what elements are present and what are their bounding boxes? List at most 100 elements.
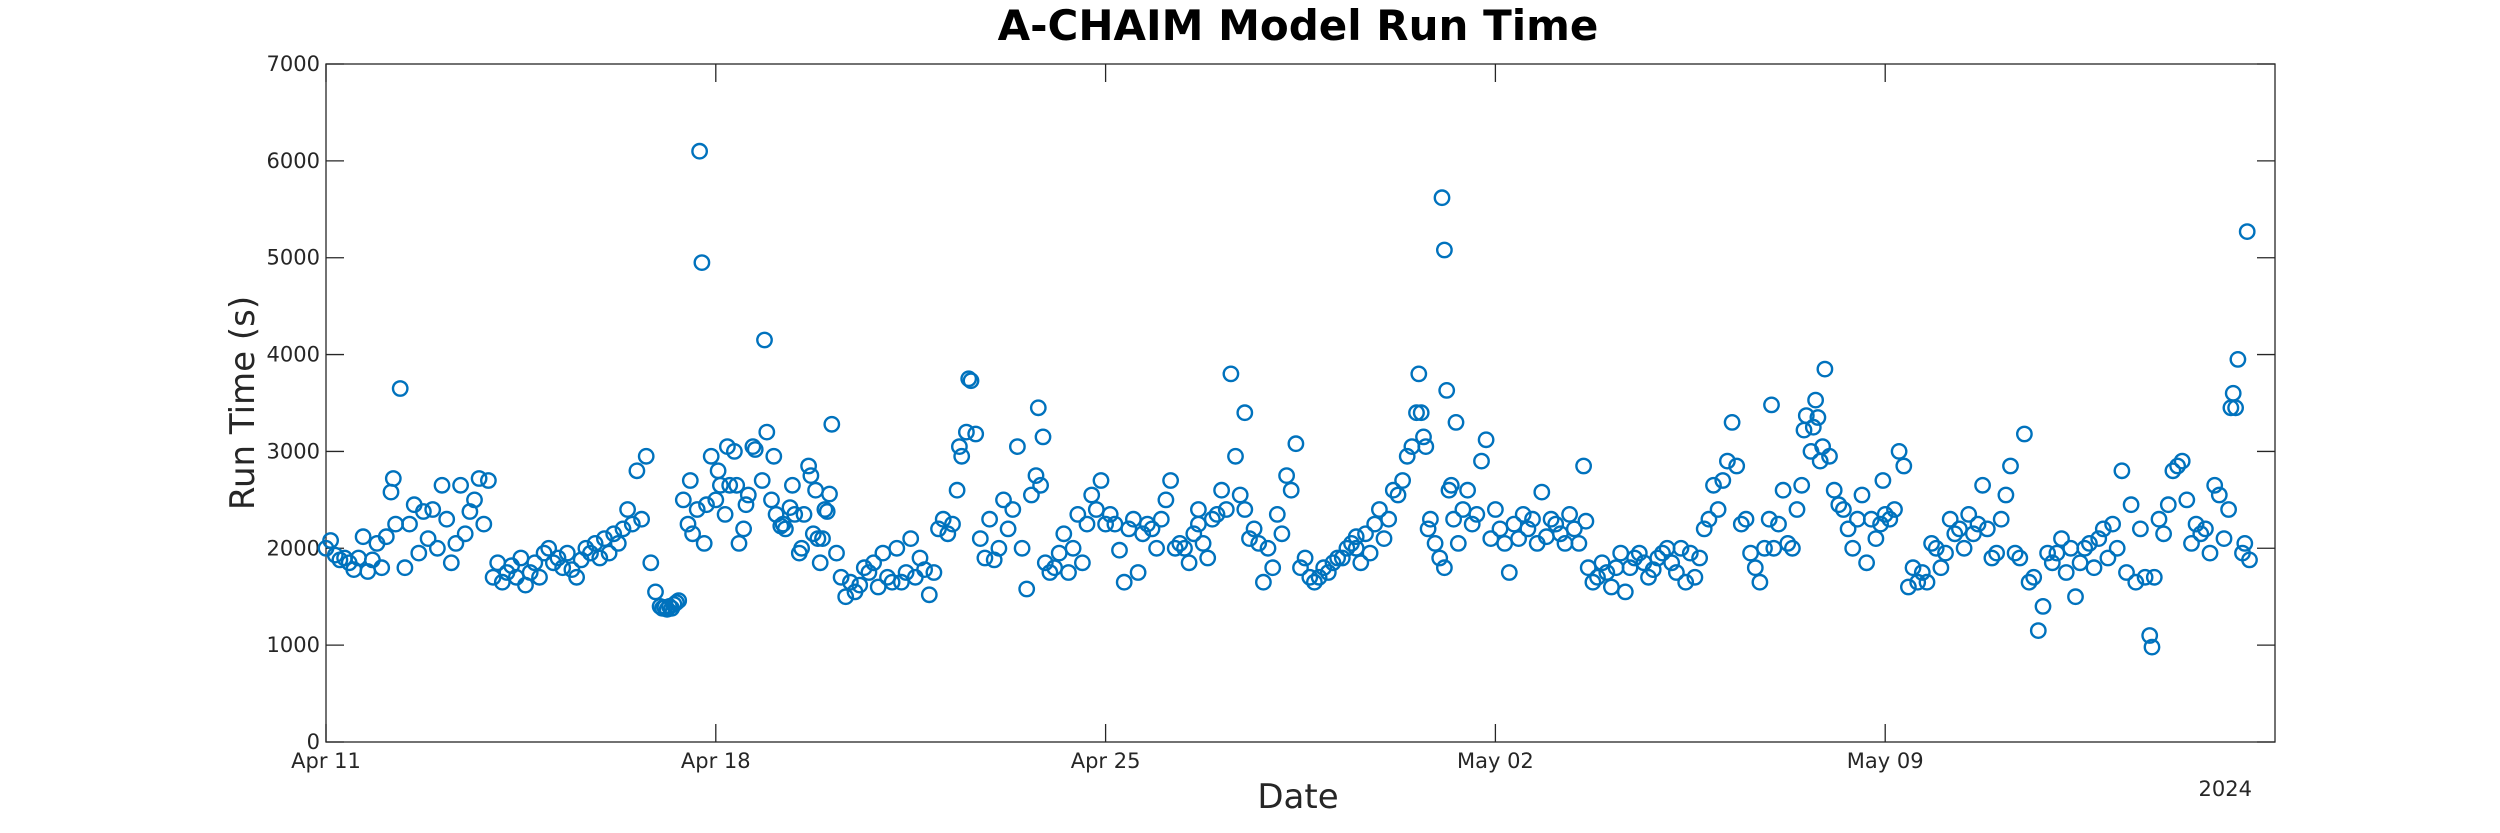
data-point <box>2196 520 2214 538</box>
data-point <box>739 486 757 504</box>
data-point <box>668 594 685 611</box>
data-point <box>410 544 428 562</box>
data-point <box>1496 535 1514 552</box>
data-point <box>1612 544 1630 562</box>
data-point <box>1742 544 1760 562</box>
data-point <box>1415 428 1432 446</box>
data-point <box>438 510 456 528</box>
data-point <box>1672 539 1690 557</box>
y-tick-label: 1000 <box>267 633 320 657</box>
data-point <box>874 544 892 562</box>
data-point <box>1384 481 1402 499</box>
data-point <box>698 496 715 514</box>
x-axis-year-label: 2024 <box>2199 777 2252 801</box>
data-point <box>1491 520 1509 538</box>
data-point <box>816 501 834 518</box>
data-point <box>2034 598 2052 615</box>
data-point <box>1793 476 1811 494</box>
data-point <box>1830 496 1848 514</box>
data-point <box>2118 564 2135 581</box>
data-point <box>897 564 915 581</box>
data-point <box>1157 491 1175 509</box>
data-point <box>1839 520 1857 538</box>
data-point <box>1329 549 1347 567</box>
data-point <box>2169 457 2187 475</box>
data-point <box>688 501 706 518</box>
data-point <box>1969 515 1987 533</box>
data-point <box>674 491 692 509</box>
data-point <box>1041 564 1059 581</box>
data-point <box>1236 404 1254 422</box>
data-point <box>795 506 813 523</box>
data-point <box>1946 525 1964 543</box>
data-point <box>591 549 609 567</box>
data-point <box>2150 510 2168 528</box>
data-point <box>1533 483 1551 501</box>
data-point <box>1779 535 1797 552</box>
data-point <box>1988 544 2006 562</box>
data-point <box>1770 515 1787 533</box>
data-point <box>920 586 938 604</box>
data-point <box>1765 539 1783 557</box>
data-point <box>1728 457 1746 475</box>
data-point <box>1394 472 1412 489</box>
data-point <box>1315 559 1333 577</box>
data-point <box>1809 409 1827 426</box>
data-point <box>2183 535 2200 552</box>
data-point <box>990 539 1008 557</box>
data-point <box>1705 476 1722 494</box>
data-point <box>1347 528 1365 546</box>
data-point <box>2076 539 2094 557</box>
data-point <box>1018 580 1036 598</box>
data-point <box>1422 510 1439 528</box>
data-point <box>326 546 344 564</box>
data-point <box>466 491 483 509</box>
data-point <box>2192 525 2210 543</box>
data-point <box>1913 564 1931 581</box>
data-point <box>691 142 708 160</box>
data-point <box>2238 223 2256 241</box>
data-point <box>1445 510 1463 528</box>
data-point <box>1217 501 1235 518</box>
data-point <box>1918 573 1936 591</box>
data-point <box>2067 588 2084 606</box>
data-point <box>2113 462 2131 480</box>
data-point <box>1937 544 1954 562</box>
data-point <box>1426 535 1444 552</box>
data-points <box>317 142 2258 656</box>
data-point <box>1668 564 1685 581</box>
data-point <box>809 530 827 547</box>
data-point <box>1630 544 1648 562</box>
data-point <box>1268 506 1286 523</box>
data-point <box>414 503 432 520</box>
data-point <box>828 544 845 562</box>
data-point <box>2099 549 2117 567</box>
data-point <box>1890 442 1908 460</box>
plot-area-frame <box>325 63 2276 743</box>
data-point <box>1709 501 1727 518</box>
data-point <box>1565 520 1583 538</box>
data-point <box>1700 510 1718 528</box>
data-point <box>716 506 734 523</box>
data-point <box>1756 539 1773 557</box>
data-point <box>1380 510 1398 528</box>
data-point <box>419 530 437 547</box>
data-point <box>2094 520 2112 538</box>
data-point <box>1577 512 1595 530</box>
data-point <box>1371 501 1388 518</box>
data-point <box>1992 510 2010 528</box>
data-point <box>549 549 567 567</box>
data-point <box>765 447 783 465</box>
data-point <box>1732 515 1750 533</box>
data-point <box>1055 525 1073 543</box>
data-point <box>1292 559 1309 577</box>
data-point <box>1231 486 1249 504</box>
data-point <box>1463 515 1481 533</box>
data-point <box>681 472 699 489</box>
data-point <box>1795 421 1813 439</box>
data-point <box>1087 501 1105 518</box>
data-point <box>1695 520 1713 538</box>
data-point <box>1176 539 1193 557</box>
data-point <box>758 423 776 441</box>
